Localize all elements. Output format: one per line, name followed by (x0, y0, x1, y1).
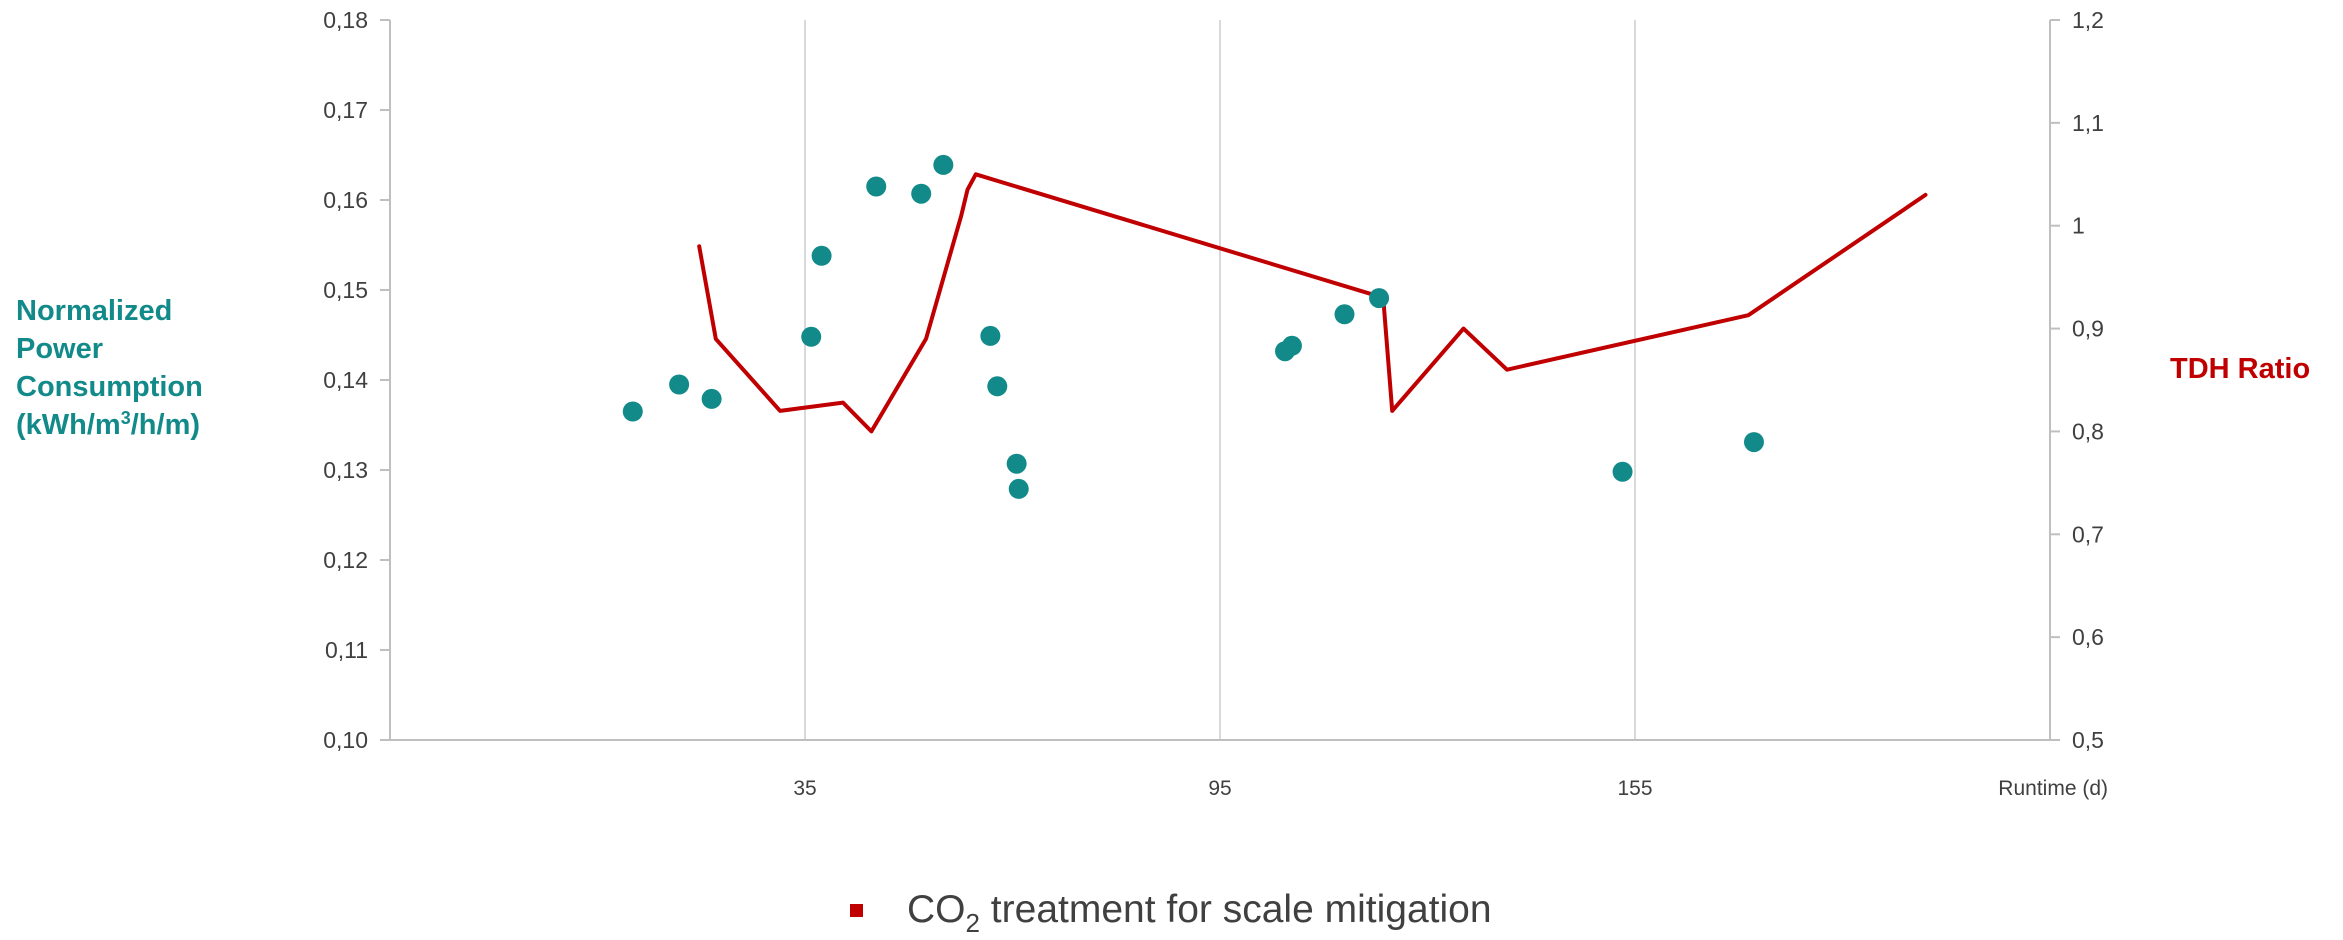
data-point (1334, 304, 1355, 325)
x-axis-title: Runtime (d) (1998, 777, 2108, 800)
tdh-ratio-line (697, 172, 1928, 434)
data-point (1281, 335, 1302, 356)
y2-tick-label: 1,1 (2072, 110, 2104, 136)
y-tick-label: 0,16 (323, 187, 368, 213)
data-point (811, 245, 832, 266)
x-gridlines (804, 20, 1636, 740)
x-tick-label: 95 (1208, 777, 1231, 800)
unit-superscript: 3 (120, 408, 131, 428)
y-axis-title-unit: (kWh/m3/h/m) (16, 406, 256, 444)
legend-prefix: CO (907, 888, 966, 931)
y-tick-label: 0,12 (323, 547, 368, 573)
data-point (933, 154, 954, 175)
y2-axis-ticks: 0,5 0,6 0,7 0,8 0,9 1 1,1 1,2 (2050, 7, 2104, 753)
legend: CO2 treatment for scale mitigation (850, 880, 1492, 940)
data-point (866, 176, 887, 197)
data-point (1612, 461, 1633, 482)
power-consumption-series (622, 154, 1764, 499)
y2-axis-title: TDH Ratio (2170, 353, 2311, 385)
unit-suffix: /h/m) (130, 409, 201, 441)
y2-tick-label: 0,9 (2072, 316, 2104, 342)
data-point (801, 326, 822, 347)
data-point (911, 183, 932, 204)
y-tick-label: 0,14 (323, 367, 368, 393)
y-axis-title-line: Normalized (16, 295, 173, 327)
data-point (701, 388, 722, 409)
y-tick-label: 0,15 (323, 277, 368, 303)
y2-tick-label: 0,5 (2072, 727, 2104, 753)
y-tick-label: 0,17 (323, 97, 368, 123)
y2-tick-label: 0,7 (2072, 521, 2104, 547)
y-axis-title: Normalized Power Consumption (kWh/m3/h/m… (16, 292, 256, 444)
unit-prefix: (kWh/m (16, 409, 121, 441)
y2-tick-label: 0,6 (2072, 624, 2104, 650)
data-point (1008, 478, 1029, 499)
legend-subscript: 2 (965, 908, 980, 938)
y-tick-label: 0,11 (325, 637, 368, 663)
y-tick-label: 0,13 (323, 457, 368, 483)
y-tick-label: 0,18 (323, 7, 368, 33)
legend-label: CO2 treatment for scale mitigation (907, 888, 1492, 936)
legend-marker (850, 903, 863, 917)
y2-tick-label: 0,8 (2072, 418, 2104, 444)
x-tick-label: 155 (1617, 777, 1652, 800)
data-point (1006, 453, 1027, 474)
legend-suffix: treatment for scale mitigation (979, 888, 1492, 931)
y-axis-ticks: 0,10 0,11 0,12 0,13 0,14 0,15 0,16 0,17 0,18 (323, 7, 390, 753)
x-axis-ticks: 35 95 155 (793, 777, 1652, 800)
y2-tick-label: 1 (2072, 213, 2085, 239)
data-point (622, 401, 643, 422)
data-point (987, 376, 1008, 397)
y-tick-label: 0,10 (323, 727, 368, 753)
y2-tick-label: 1,2 (2072, 7, 2104, 33)
y-axis-title-line: Consumption (16, 371, 203, 403)
data-point (980, 325, 1001, 346)
tdh-ratio-series (697, 172, 1928, 434)
data-point (1369, 288, 1390, 309)
x-tick-label: 35 (793, 777, 816, 800)
data-point (1743, 432, 1764, 453)
data-point (669, 374, 690, 395)
y-axis-title-line: Power (16, 333, 104, 365)
